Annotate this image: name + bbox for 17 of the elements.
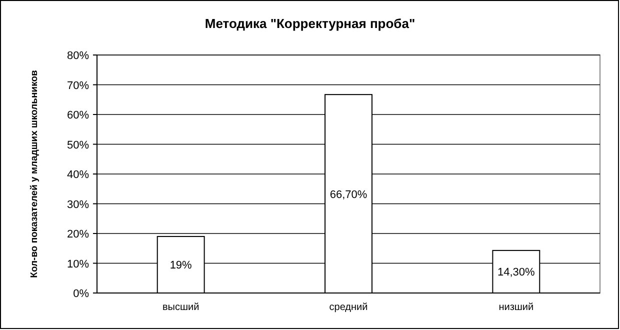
chart-title: Методика "Корректурная проба" xyxy=(204,16,416,31)
y-tick-label: 60% xyxy=(66,110,90,122)
y-tick-label: 20% xyxy=(66,228,90,240)
y-tick-label: 40% xyxy=(66,169,90,181)
x-tick-label: низший xyxy=(498,302,534,313)
y-axis-title: Кол-во показателей у младших школьников xyxy=(29,70,40,278)
y-tick-label: 10% xyxy=(66,258,90,270)
x-tick-label: средний xyxy=(329,302,368,313)
data-label: 14,30% xyxy=(498,266,536,279)
y-tick-label: 50% xyxy=(66,139,90,152)
y-tick-label: 30% xyxy=(66,198,90,211)
data-label: 19% xyxy=(170,260,192,272)
x-tick-label: высший xyxy=(162,302,200,313)
y-tick-label: 80% xyxy=(66,50,90,62)
y-tick-label: 0% xyxy=(73,288,90,300)
y-tick-label: 70% xyxy=(66,80,90,92)
data-label: 66,70% xyxy=(330,188,368,201)
